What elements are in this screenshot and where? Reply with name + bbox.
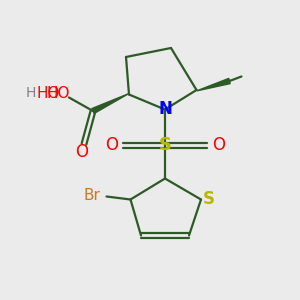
Text: HO: HO	[36, 85, 60, 100]
Text: S: S	[202, 190, 214, 208]
Text: N: N	[158, 100, 172, 118]
Text: H: H	[26, 86, 36, 100]
Text: S: S	[158, 136, 172, 154]
Polygon shape	[197, 78, 230, 91]
Text: Br: Br	[83, 188, 100, 202]
Text: O: O	[212, 136, 225, 154]
Text: HO: HO	[46, 85, 70, 100]
Polygon shape	[92, 94, 129, 113]
Text: O: O	[105, 136, 118, 154]
Text: O: O	[75, 143, 88, 161]
